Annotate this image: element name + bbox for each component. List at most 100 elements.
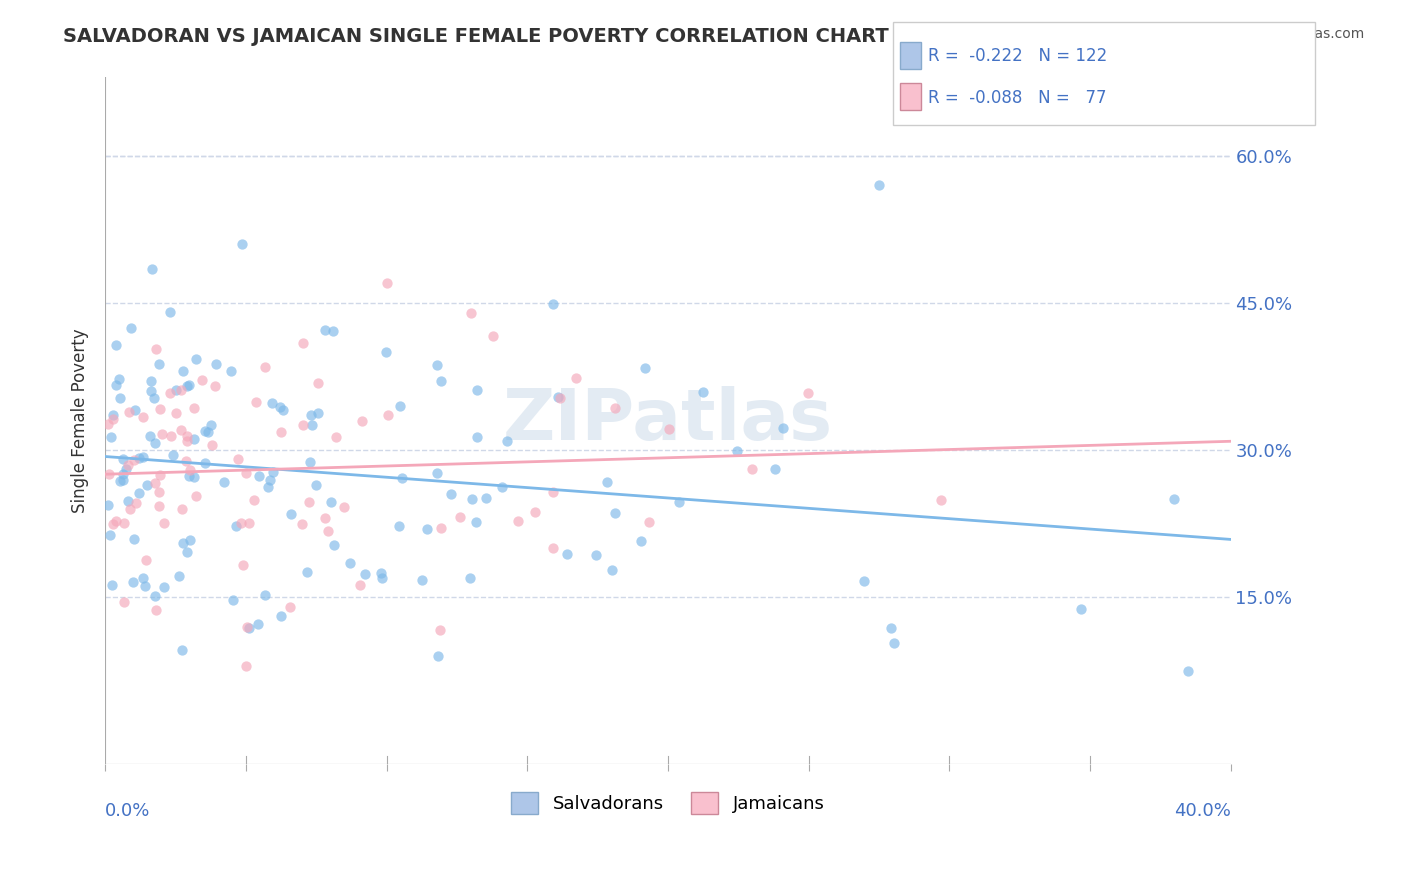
- Point: [260, 395, 283, 409]
- Text: SALVADORAN VS JAMAICAN SINGLE FEMALE POVERTY CORRELATION CHART: SALVADORAN VS JAMAICAN SINGLE FEMALE POV…: [63, 27, 889, 45]
- Point: [139, 429, 162, 443]
- Point: [307, 376, 329, 391]
- Point: [305, 478, 328, 492]
- Point: [179, 533, 201, 548]
- Point: [322, 324, 344, 338]
- Point: [184, 489, 207, 503]
- Point: [370, 566, 392, 580]
- Point: [221, 593, 243, 607]
- Point: [205, 357, 228, 371]
- Point: [97, 498, 120, 512]
- Point: [117, 458, 139, 472]
- Point: [111, 452, 134, 467]
- Point: [169, 423, 191, 437]
- Point: [465, 515, 488, 529]
- Point: [465, 383, 488, 397]
- Point: [458, 571, 481, 585]
- Point: [460, 491, 482, 506]
- Point: [115, 461, 138, 475]
- Point: [176, 429, 198, 443]
- Text: 40.0%: 40.0%: [1174, 802, 1230, 820]
- Point: [541, 297, 564, 311]
- Point: [165, 406, 187, 420]
- Point: [143, 435, 166, 450]
- Point: [183, 401, 205, 416]
- Point: [339, 556, 361, 570]
- Point: [596, 475, 619, 489]
- Text: 0.0%: 0.0%: [105, 802, 150, 820]
- Point: [190, 373, 212, 387]
- Point: [159, 305, 181, 319]
- Point: [508, 514, 530, 528]
- Point: [108, 391, 131, 405]
- Point: [200, 418, 222, 433]
- Point: [183, 469, 205, 483]
- Point: [235, 658, 257, 673]
- Point: [110, 474, 132, 488]
- Point: [270, 609, 292, 624]
- Point: [132, 571, 155, 585]
- Point: [797, 386, 820, 401]
- Point: [299, 408, 322, 422]
- Point: [235, 466, 257, 480]
- Point: [170, 383, 193, 397]
- Point: [112, 473, 135, 487]
- Point: [149, 401, 172, 416]
- Point: [692, 385, 714, 400]
- Point: [193, 456, 215, 470]
- Point: [111, 467, 134, 481]
- Point: [98, 527, 121, 541]
- Point: [143, 391, 166, 405]
- Point: [204, 378, 226, 392]
- Point: [254, 588, 277, 602]
- Point: [603, 401, 626, 415]
- Point: [301, 417, 323, 432]
- Point: [449, 510, 471, 524]
- Point: [141, 262, 163, 277]
- Point: [179, 463, 201, 477]
- Point: [100, 429, 122, 443]
- Point: [291, 516, 314, 531]
- Point: [280, 508, 302, 522]
- Point: [101, 408, 124, 422]
- Point: [1163, 492, 1185, 507]
- Point: [97, 467, 120, 481]
- Point: [225, 519, 247, 533]
- Point: [172, 502, 194, 516]
- Point: [120, 321, 142, 335]
- Point: [148, 357, 170, 371]
- Point: [262, 465, 284, 479]
- Point: [176, 454, 198, 468]
- Point: [763, 462, 786, 476]
- Point: [183, 432, 205, 446]
- Point: [141, 374, 163, 388]
- Point: [201, 438, 224, 452]
- Point: [145, 603, 167, 617]
- Point: [585, 548, 607, 562]
- Point: [1177, 664, 1199, 678]
- Point: [307, 406, 329, 420]
- Point: [166, 383, 188, 397]
- Point: [172, 364, 194, 378]
- Point: [219, 364, 242, 378]
- Point: [350, 414, 373, 428]
- Point: [104, 338, 127, 352]
- Point: [325, 430, 347, 444]
- Point: [132, 450, 155, 465]
- Point: [465, 430, 488, 444]
- Point: [555, 547, 578, 561]
- Point: [547, 390, 569, 404]
- Point: [299, 455, 322, 469]
- Point: [226, 452, 249, 467]
- Point: [349, 578, 371, 592]
- Point: [603, 506, 626, 520]
- Point: [314, 323, 336, 337]
- Text: R =  -0.222   N = 122: R = -0.222 N = 122: [928, 47, 1107, 65]
- Point: [160, 429, 183, 443]
- Point: [316, 524, 339, 538]
- Y-axis label: Single Female Poverty: Single Female Poverty: [72, 328, 89, 513]
- Point: [491, 480, 513, 494]
- Point: [322, 538, 344, 552]
- Point: [429, 521, 451, 535]
- Point: [630, 534, 652, 549]
